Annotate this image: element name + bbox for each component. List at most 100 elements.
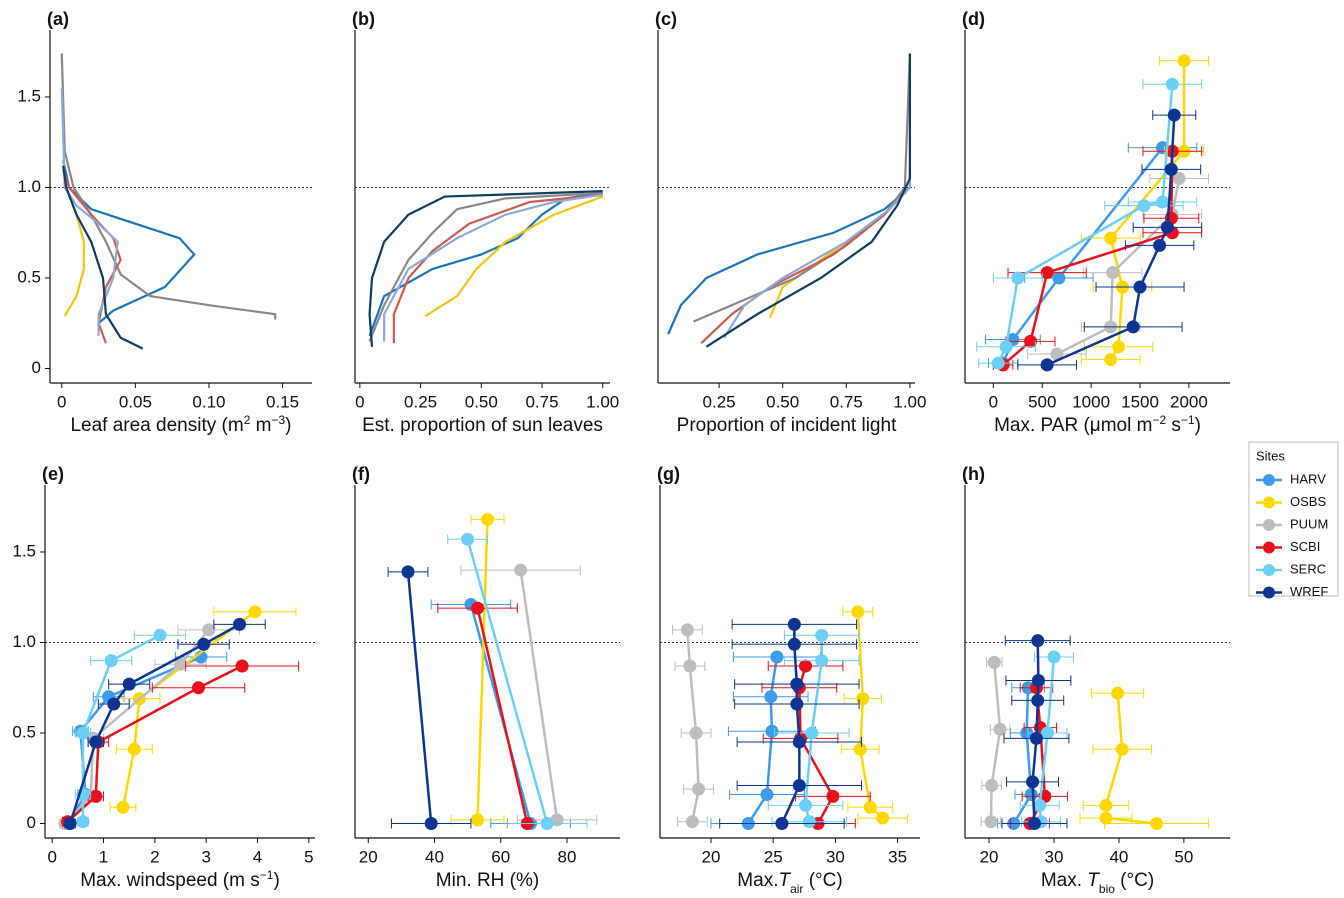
panel-title: (h): [962, 464, 985, 484]
x-tick-label: 0: [57, 392, 66, 411]
x-tick-label: 0.05: [119, 392, 152, 411]
point: [235, 659, 249, 673]
point: [792, 779, 806, 793]
point: [471, 813, 485, 827]
legend-label: OSBS: [1290, 494, 1326, 509]
x-axis-label-part: s: [1166, 415, 1181, 436]
point: [191, 681, 205, 695]
connecting-line: [997, 84, 1174, 364]
point: [76, 726, 90, 740]
point: [514, 563, 528, 577]
x-tick-label: 500: [1028, 392, 1056, 411]
point: [89, 789, 103, 803]
point: [805, 726, 819, 740]
profile-line: [723, 87, 912, 339]
point: [826, 789, 840, 803]
connecting-line: [476, 519, 489, 820]
x-tick-label: 1: [99, 847, 108, 866]
x-tick-label: 2000: [1170, 392, 1208, 411]
x-tick-label: 0.25: [703, 392, 736, 411]
panel-title: (d): [962, 9, 985, 29]
point: [1112, 340, 1126, 354]
x-tick-label: 40: [425, 847, 444, 866]
connecting-line: [1001, 146, 1164, 364]
point: [799, 798, 813, 812]
point: [876, 811, 890, 825]
x-tick-label: 25: [764, 847, 783, 866]
x-tick-label: 1500: [1121, 392, 1159, 411]
x-axis-label-part: T: [1087, 870, 1100, 891]
x-tick-label: 5: [304, 847, 313, 866]
connecting-line: [476, 607, 529, 824]
legend-marker: [1263, 496, 1275, 509]
x-axis-label-part: −1: [260, 868, 274, 882]
point: [790, 677, 804, 691]
point: [987, 655, 1001, 669]
point: [1050, 347, 1064, 361]
point: [1167, 108, 1181, 122]
connecting-line: [1012, 687, 1033, 825]
x-axis-label-part: Max. PAR (μmol m: [994, 415, 1152, 436]
point: [197, 637, 211, 651]
x-tick-label: 0.75: [830, 392, 863, 411]
point: [1024, 334, 1038, 348]
y-tick-label: 0.5: [17, 267, 41, 286]
point: [1177, 54, 1191, 68]
x-axis-label-part: Max.: [1041, 870, 1087, 891]
point: [122, 677, 136, 691]
point: [1150, 817, 1164, 831]
connecting-line: [989, 662, 1002, 822]
point: [401, 565, 415, 579]
x-tick-label: 0.25: [404, 392, 437, 411]
point: [1115, 742, 1129, 756]
x-tick-label: 4: [253, 847, 262, 866]
point: [1133, 280, 1147, 294]
panel-title: (g): [657, 464, 680, 484]
point: [799, 659, 813, 673]
x-axis-label-part: −2: [1152, 413, 1166, 427]
point: [680, 623, 694, 637]
x-axis-label-part: 2: [244, 413, 251, 427]
profile-line: [424, 195, 604, 317]
point: [1031, 693, 1045, 707]
x-tick-label: 60: [491, 847, 510, 866]
point: [471, 601, 485, 615]
x-axis-label: Proportion of incident light: [677, 415, 897, 436]
x-axis-label-part: Proportion of incident light: [677, 415, 897, 436]
legend-marker: [1263, 474, 1275, 486]
point: [1047, 650, 1061, 664]
legend-title: Sites: [1256, 448, 1285, 463]
point: [1104, 352, 1118, 366]
point: [153, 628, 167, 642]
point: [787, 617, 801, 631]
panel-title: (e): [42, 464, 64, 484]
point: [540, 817, 554, 831]
x-tick-label: 0.50: [465, 392, 498, 411]
x-axis-label: Max. windspeed (m s−1): [80, 868, 280, 891]
legend-label: SERC: [1290, 561, 1326, 576]
point: [1099, 811, 1113, 825]
profile-line: [667, 169, 912, 335]
point: [1027, 817, 1041, 831]
x-tick-label: 0.50: [766, 392, 799, 411]
x-axis-label-part: air: [790, 882, 803, 896]
point: [424, 817, 438, 831]
point: [863, 800, 877, 814]
connecting-line: [1031, 640, 1040, 824]
connecting-line: [519, 569, 559, 821]
x-tick-label: 1000: [1072, 392, 1110, 411]
point: [792, 735, 806, 749]
x-tick-label: 0.75: [525, 392, 558, 411]
legend-marker: [1263, 519, 1275, 531]
point: [461, 532, 475, 546]
x-axis-label: Max. Tbio (°C): [1041, 870, 1154, 896]
point: [1052, 271, 1066, 285]
connecting-line: [780, 624, 801, 825]
connecting-line: [466, 538, 549, 824]
panel-title: (a): [47, 9, 69, 29]
x-axis-label: Max.Tair (°C): [737, 870, 842, 896]
x-tick-label: 35: [888, 847, 907, 866]
point: [856, 692, 870, 706]
point: [1099, 798, 1113, 812]
x-axis-label-part: ): [1195, 415, 1201, 436]
